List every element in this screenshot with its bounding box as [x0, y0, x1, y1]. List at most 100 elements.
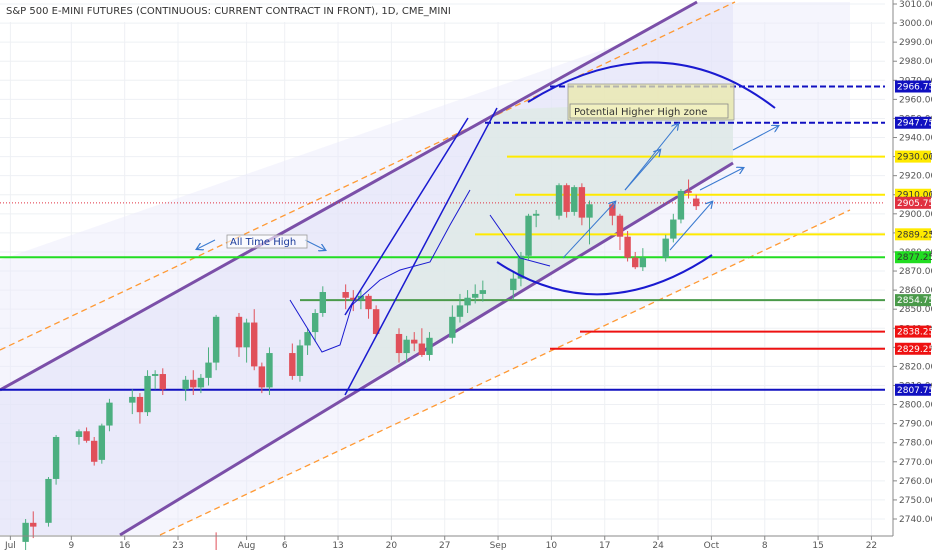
ath-arrow-right — [304, 239, 325, 250]
candle-body — [197, 377, 205, 388]
candle-body — [525, 215, 532, 256]
level-price-label: 2838.25 — [897, 328, 932, 338]
candle-body — [83, 431, 90, 441]
y-axis: 2740.00 2750.00 2760.00 2770.00 2780.00 2790.… — [892, 0, 932, 550]
candle-body — [342, 292, 349, 298]
level-price-box — [895, 228, 931, 241]
level-price-label: 2930.00 — [897, 153, 932, 163]
x-tick-label: 22 — [866, 541, 877, 550]
x-tick-label: 13 — [332, 541, 343, 550]
candle-body — [464, 297, 471, 306]
y-tick-label: 2980.00 — [899, 57, 932, 67]
y-tick-label: 2870.00 — [899, 267, 932, 277]
candles — [22, 179, 700, 550]
y-tick-label: 2790.00 — [899, 420, 932, 430]
candle-body — [426, 337, 433, 355]
drawings: All Time High Potential Higher High zone — [197, 61, 778, 396]
x-tick-label: 17 — [599, 541, 610, 550]
channel-fill — [0, 2, 733, 535]
projection-arrow — [732, 126, 778, 151]
outer-channel-fill — [0, 2, 850, 535]
candle-body — [144, 375, 151, 413]
candle-body — [692, 198, 700, 207]
y-tick-label: 2850.00 — [899, 305, 932, 315]
y-tick-label: 2920.00 — [899, 172, 932, 182]
candle-body — [129, 396, 136, 403]
candle-body — [555, 185, 563, 216]
candle-body — [670, 219, 677, 239]
candle-body — [411, 339, 418, 344]
candle-body — [319, 292, 326, 313]
candle-body — [403, 339, 410, 354]
steep-channel-line-lower — [344, 107, 498, 396]
level-lines — [0, 85, 885, 391]
x-tick-label: Sep — [490, 541, 507, 550]
candle-body — [106, 402, 113, 426]
x-tick-label: 27 — [439, 541, 450, 550]
level-price-box — [895, 342, 931, 355]
y-tick-label: 2750.00 — [899, 496, 932, 506]
upper-channel-line — [0, 0, 698, 392]
projection-arrow — [624, 150, 660, 191]
candle-body — [91, 440, 98, 462]
candle-body — [258, 366, 266, 388]
level-price-label: 2889.25 — [897, 230, 932, 240]
x-tick-label: 8 — [762, 541, 768, 550]
x-tick-label: 23 — [172, 541, 183, 550]
candle-body — [136, 396, 144, 413]
lower-dashed-channel — [159, 209, 851, 536]
candle-body — [685, 190, 692, 193]
level-price-label: 2807.75 — [897, 386, 932, 396]
candle-body — [296, 345, 304, 376]
ath-label: All Time High — [230, 237, 296, 248]
x-tick-label: 24 — [652, 541, 664, 550]
y-tick-label: 2760.00 — [899, 477, 932, 487]
candle-body — [639, 257, 647, 268]
candle-body — [510, 278, 517, 291]
y-tick-label: 2770.00 — [899, 458, 932, 468]
candle-body — [632, 257, 639, 268]
candle-body — [304, 332, 311, 346]
candle-body — [563, 185, 570, 212]
candle-body — [159, 374, 166, 390]
candle-body — [449, 316, 456, 338]
x-tick-label: 20 — [386, 541, 398, 550]
projection-arrow — [669, 202, 712, 251]
lower-arc — [496, 254, 713, 296]
candle-body — [289, 353, 296, 376]
candle-body — [624, 236, 631, 258]
candle-body — [151, 374, 159, 376]
candle-body — [357, 295, 365, 300]
candle-body — [472, 293, 479, 298]
candle-body — [311, 313, 319, 333]
y-tick-label: 2940.00 — [899, 134, 932, 144]
candle-body — [677, 190, 685, 220]
y-tick-label: 2740.00 — [899, 515, 932, 525]
chart-title: S&P 500 E-MINI FUTURES (CONTINUOUS: CURR… — [6, 6, 451, 17]
level-price-label: 2905.75 — [897, 199, 932, 209]
candle-body — [418, 343, 426, 355]
candle-body — [251, 322, 258, 367]
candle-body — [578, 187, 586, 218]
y-tick-label: 3010.00 — [899, 0, 932, 10]
level-price-label: 2854.75 — [897, 296, 932, 306]
candle-body — [205, 362, 212, 378]
y-tick-label: 2800.00 — [899, 401, 932, 411]
x-tick-label: Oct — [704, 541, 720, 550]
y-tick-label: 2780.00 — [899, 439, 932, 449]
level-price-box — [895, 80, 931, 93]
candle-body — [372, 309, 380, 334]
x-tick-label: 10 — [546, 541, 558, 550]
y-tick-label: 2960.00 — [899, 95, 932, 105]
candle-body — [190, 379, 197, 388]
level-price-label: 2910.00 — [897, 191, 932, 201]
candle-body — [571, 187, 578, 212]
x-tick-label: 16 — [119, 541, 131, 550]
candle-body — [586, 204, 593, 218]
x-tick-label: 15 — [812, 541, 823, 550]
y-tick-label: 2860.00 — [899, 286, 932, 296]
candle-body — [243, 322, 250, 348]
candle-body — [52, 436, 60, 479]
level-price-label: 2829.25 — [897, 345, 932, 355]
upper-dashed-channel — [0, 1, 736, 351]
